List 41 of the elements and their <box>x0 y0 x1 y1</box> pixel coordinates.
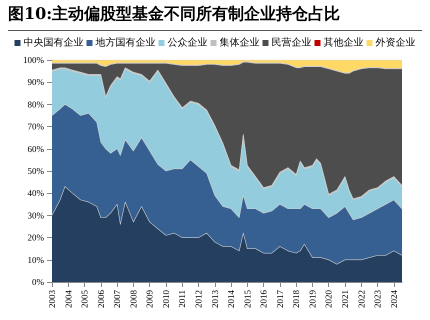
x-tick-label: 2013 <box>210 290 220 308</box>
x-tick-label: 2022 <box>356 290 366 308</box>
legend-label: 外资企业 <box>376 36 416 48</box>
x-tick-label: 2009 <box>144 290 155 308</box>
x-tick-label: 2014 <box>226 290 236 308</box>
x-tick-label: 2004 <box>63 290 74 308</box>
legend-label: 集体企业 <box>220 36 260 48</box>
x-tick-label: 2024 <box>388 290 399 308</box>
legend-label: 地方国有企业 <box>94 36 156 48</box>
x-tick-label: 2015 <box>242 290 252 308</box>
legend-label: 民营企业 <box>272 36 312 48</box>
y-tick-label: 20% <box>28 232 44 243</box>
y-tick-label: 30% <box>28 210 44 220</box>
x-tick-label: 2021 <box>340 290 350 308</box>
y-tick-label: 0% <box>32 277 44 287</box>
y-tick-label: 90% <box>28 77 44 88</box>
x-tick-label: 2010 <box>160 290 171 308</box>
x-tick-label: 2020 <box>324 290 334 308</box>
x-tick-label: 2017 <box>274 290 285 308</box>
legend-label: 公众企业 <box>168 36 208 48</box>
x-tick-label: 2007 <box>112 290 122 308</box>
y-tick-label: 100% <box>23 55 44 65</box>
x-tick-label: 2018 <box>291 290 302 308</box>
y-tick-label: 40% <box>28 188 44 198</box>
x-tick-label: 2006 <box>96 290 106 308</box>
y-tick-label: 50% <box>28 166 44 176</box>
y-tick-label: 10% <box>28 254 44 265</box>
y-tick-label: 80% <box>28 99 44 110</box>
legend-label: 其他企业 <box>324 36 364 48</box>
chart-title: 图10:主动偏股型基金不同所有制企业持仓占比 <box>8 4 422 31</box>
x-tick-label: 2011 <box>177 290 188 308</box>
x-tick-label: 2012 <box>194 290 204 308</box>
x-tick-label: 2016 <box>258 290 269 308</box>
y-tick-label: 60% <box>28 144 44 154</box>
x-tick-label: 2005 <box>80 290 90 308</box>
legend-label: 中央国有企业 <box>24 36 84 48</box>
x-tick-label: 2019 <box>307 290 318 308</box>
y-tick-label: 70% <box>28 122 44 132</box>
x-tick-label: 2008 <box>128 290 138 308</box>
x-tick-label: 2023 <box>372 290 383 308</box>
x-tick-label: 2003 <box>47 290 57 308</box>
